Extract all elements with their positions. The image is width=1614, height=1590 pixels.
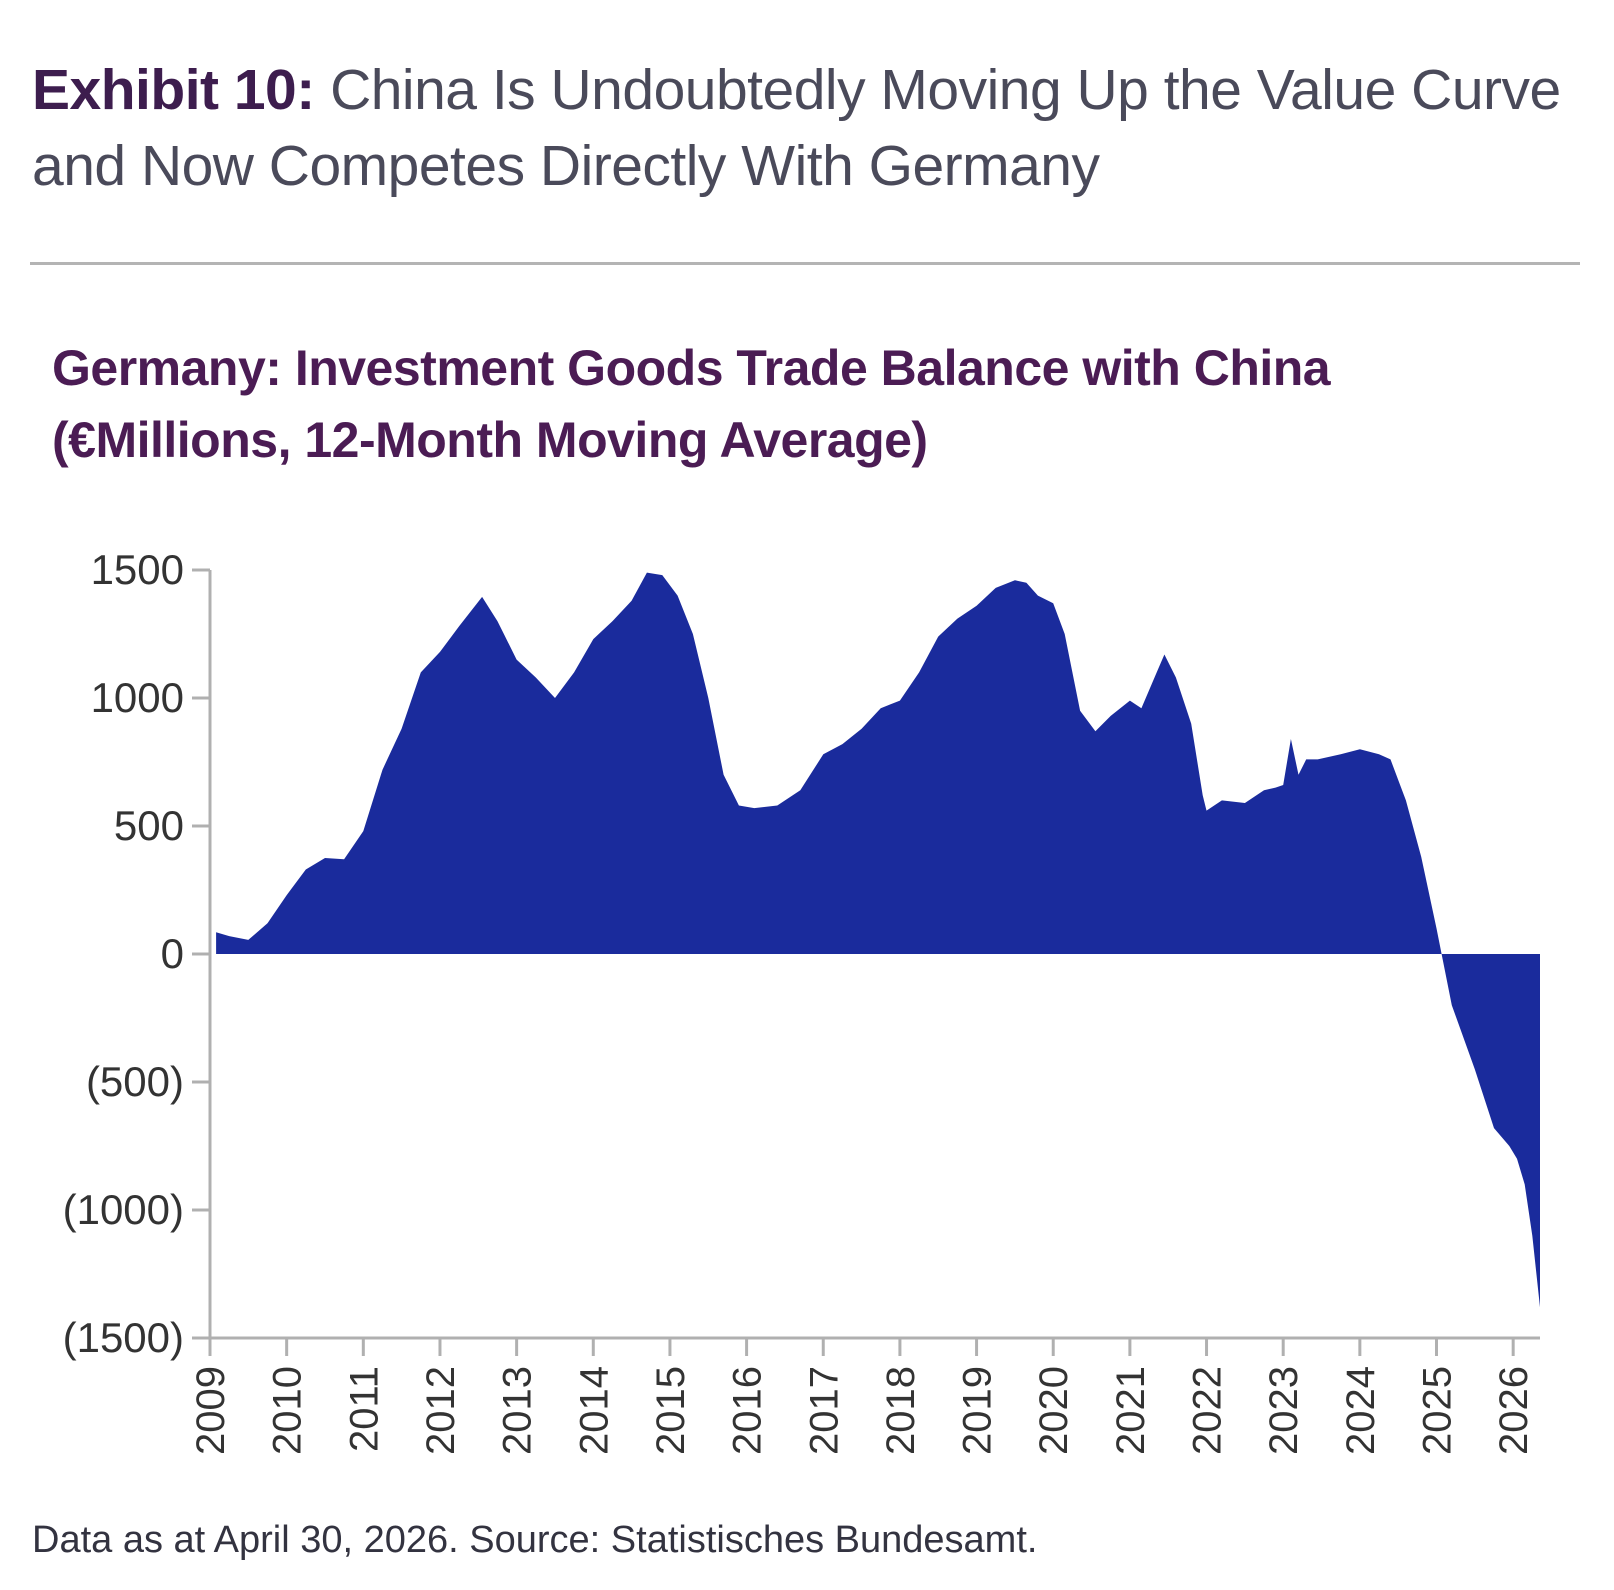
x-tick-label: 2026: [1492, 1366, 1536, 1455]
x-tick-label: 2022: [1186, 1366, 1230, 1455]
x-tick-label: 2024: [1339, 1366, 1383, 1455]
x-tick-label: 2012: [419, 1366, 463, 1455]
y-tick-label: (1500): [63, 1314, 184, 1361]
chart-title: Germany: Investment Goods Trade Balance …: [52, 340, 1331, 468]
x-tick-label: 2014: [572, 1366, 616, 1455]
y-tick-label: 500: [114, 802, 184, 849]
x-tick-label: 2020: [1032, 1366, 1076, 1455]
x-tick-label: 2021: [1109, 1366, 1153, 1455]
x-tick-label: 2019: [956, 1366, 1000, 1455]
x-tick-label: 2017: [802, 1366, 846, 1455]
x-tick-label: 2011: [342, 1366, 386, 1452]
x-tick-label: 2015: [649, 1366, 693, 1455]
y-tick-label: 1500: [91, 546, 184, 593]
x-tick-labels: 2009 2010 2011 2012 2013 2014 2015 2016 2017 2018…: [189, 1338, 1536, 1455]
header-divider: [30, 262, 1580, 265]
x-tick-label: 2010: [266, 1366, 310, 1455]
x-tick-label: 2018: [879, 1366, 923, 1455]
y-tick-label: (1000): [63, 1186, 184, 1233]
y-tick-label: 1000: [91, 674, 184, 721]
source-note: Data as at April 30, 2026. Source: Stati…: [32, 1519, 1038, 1561]
x-tick-label: 2013: [496, 1366, 540, 1455]
exhibit-text: China Is Undoubtedly Moving Up the Value…: [32, 58, 1561, 198]
x-tick-label: 2025: [1416, 1366, 1460, 1455]
x-tick-label: 2009: [189, 1366, 233, 1455]
y-tick-labels: 1500 1000 500 0 (500) (1000) (1500): [63, 546, 210, 1361]
x-tick-label: 2016: [726, 1366, 770, 1455]
trade-balance-area: [216, 572, 1541, 1308]
y-tick-label: 0: [161, 930, 184, 977]
exhibit-title: Exhibit 10: China Is Undoubtedly Moving …: [32, 52, 1572, 204]
exhibit-label: Exhibit 10:: [32, 58, 315, 122]
x-tick-label: 2023: [1262, 1366, 1306, 1455]
area-layer: [216, 572, 1541, 1308]
y-tick-label: (500): [86, 1058, 184, 1105]
